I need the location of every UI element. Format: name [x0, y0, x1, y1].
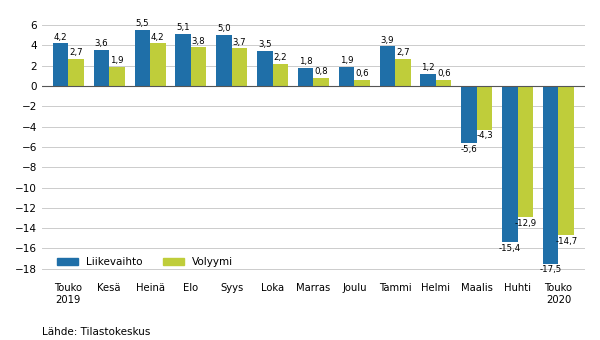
Text: 1,2: 1,2 — [421, 63, 435, 72]
Bar — [559, 86, 574, 235]
Text: 3,5: 3,5 — [258, 40, 272, 49]
Text: 1,9: 1,9 — [110, 56, 124, 65]
Bar — [94, 50, 109, 86]
Text: 5,0: 5,0 — [217, 24, 231, 33]
Text: 1,8: 1,8 — [299, 57, 313, 66]
Text: Lähde: Tilastokeskus: Lähde: Tilastokeskus — [42, 327, 151, 337]
Text: -12,9: -12,9 — [514, 219, 536, 228]
Bar — [232, 49, 247, 86]
Bar — [518, 86, 533, 217]
Bar — [502, 86, 518, 242]
Bar — [191, 48, 206, 86]
Bar — [477, 86, 492, 130]
Bar — [313, 78, 329, 86]
Text: 3,7: 3,7 — [233, 38, 247, 47]
Text: -4,3: -4,3 — [476, 132, 493, 140]
Text: -17,5: -17,5 — [539, 266, 562, 274]
Bar — [257, 51, 272, 86]
Bar — [216, 35, 232, 86]
Text: 1,9: 1,9 — [340, 56, 353, 65]
Bar — [272, 64, 288, 86]
Text: 0,6: 0,6 — [437, 69, 451, 78]
Bar — [461, 86, 477, 143]
Text: 4,2: 4,2 — [54, 33, 67, 41]
Text: -15,4: -15,4 — [499, 244, 521, 253]
Bar — [109, 67, 125, 86]
Text: 2,7: 2,7 — [396, 48, 410, 57]
Bar — [175, 34, 191, 86]
Text: 3,6: 3,6 — [95, 39, 108, 48]
Text: 0,8: 0,8 — [314, 67, 328, 76]
Bar — [421, 74, 436, 86]
Bar — [68, 58, 84, 86]
Text: 3,9: 3,9 — [380, 36, 394, 45]
Text: 4,2: 4,2 — [151, 33, 164, 41]
Legend: Liikevaihto, Volyymi: Liikevaihto, Volyymi — [53, 253, 238, 271]
Text: 3,8: 3,8 — [192, 37, 205, 46]
Text: 5,5: 5,5 — [136, 19, 149, 29]
Text: 0,6: 0,6 — [355, 69, 369, 78]
Bar — [298, 68, 313, 86]
Text: -14,7: -14,7 — [555, 237, 577, 246]
Text: 2,7: 2,7 — [70, 48, 83, 57]
Bar — [134, 30, 150, 86]
Text: 2,2: 2,2 — [274, 53, 287, 62]
Text: -5,6: -5,6 — [461, 145, 478, 154]
Bar — [395, 58, 410, 86]
Text: 5,1: 5,1 — [176, 23, 190, 32]
Bar — [150, 44, 166, 86]
Bar — [354, 80, 370, 86]
Bar — [53, 44, 68, 86]
Bar — [339, 67, 354, 86]
Bar — [543, 86, 559, 264]
Bar — [436, 80, 451, 86]
Bar — [380, 47, 395, 86]
